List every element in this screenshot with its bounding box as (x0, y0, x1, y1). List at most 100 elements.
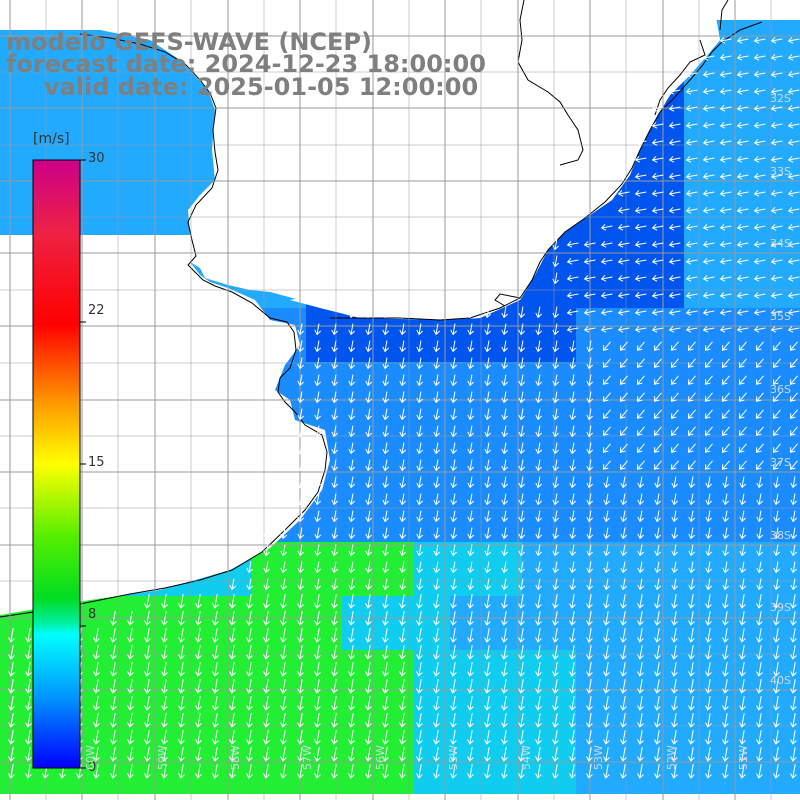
wind-speed-cell (648, 488, 666, 506)
wind-speed-cell (198, 578, 216, 596)
wind-speed-cell (306, 524, 324, 542)
wind-speed-cell (666, 596, 684, 614)
wind-speed-cell (738, 74, 756, 92)
wind-speed-cell (630, 416, 648, 434)
wind-speed-cell (666, 578, 684, 596)
wind-speed-cell (252, 776, 270, 794)
wind-speed-cell (180, 164, 198, 182)
wind-speed-cell (306, 668, 324, 686)
wind-speed-cell (108, 668, 126, 686)
wind-speed-cell (0, 128, 18, 146)
wind-speed-cell (666, 236, 684, 254)
wind-speed-cell (630, 704, 648, 722)
wind-speed-cell (90, 74, 108, 92)
wind-arrow (753, 36, 766, 44)
wind-speed-cell (738, 92, 756, 110)
wind-speed-cell (18, 38, 36, 56)
wind-speed-cell (576, 308, 594, 326)
wind-speed-cell (198, 740, 216, 758)
wind-speed-cell (756, 452, 774, 470)
wind-speed-cell (738, 632, 756, 650)
wind-speed-cell (720, 290, 738, 308)
wind-speed-cell (486, 416, 504, 434)
wind-speed-cell (792, 434, 800, 452)
wind-speed-cell (558, 668, 576, 686)
wind-speed-cell (594, 668, 612, 686)
wind-speed-cell (648, 362, 666, 380)
wind-speed-cell (288, 776, 306, 794)
wind-speed-cell (720, 542, 738, 560)
wind-speed-cell (162, 128, 180, 146)
wind-speed-cell (648, 524, 666, 542)
wind-speed-cell (774, 596, 792, 614)
wind-speed-cell (720, 470, 738, 488)
wind-speed-cell (738, 488, 756, 506)
wind-speed-cell (216, 578, 234, 596)
wind-speed-cell (90, 182, 108, 200)
wind-speed-cell (180, 740, 198, 758)
wind-speed-cell (666, 200, 684, 218)
wind-speed-cell (792, 38, 800, 56)
wind-speed-cell (126, 164, 144, 182)
wind-speed-cell (522, 686, 540, 704)
wind-speed-cell (702, 308, 720, 326)
wind-speed-cell (774, 740, 792, 758)
wind-speed-cell (576, 272, 594, 290)
wind-speed-cell (684, 704, 702, 722)
wind-speed-cell (720, 218, 738, 236)
wind-speed-cell (576, 488, 594, 506)
wind-speed-cell (18, 92, 36, 110)
wind-speed-cell (792, 632, 800, 650)
wind-speed-cell (558, 290, 576, 308)
wind-speed-cell (450, 560, 468, 578)
wind-speed-cell (90, 704, 108, 722)
wind-speed-cell (702, 290, 720, 308)
wind-speed-cell (54, 776, 72, 794)
wind-speed-cell (90, 650, 108, 668)
wind-speed-cell (504, 668, 522, 686)
wind-speed-cell (378, 560, 396, 578)
wind-speed-cell (18, 218, 36, 236)
wind-speed-cell (126, 218, 144, 236)
wind-speed-cell (702, 506, 720, 524)
wind-speed-cell (414, 740, 432, 758)
wind-speed-cell (720, 164, 738, 182)
wind-speed-cell (756, 92, 774, 110)
wind-speed-cell (648, 254, 666, 272)
wind-speed-cell (342, 488, 360, 506)
wind-speed-cell (738, 20, 756, 38)
wind-speed-cell (378, 506, 396, 524)
wind-speed-cell (702, 488, 720, 506)
wind-speed-cell (144, 74, 162, 92)
wind-arrow (770, 36, 783, 44)
wind-speed-cell (540, 776, 558, 794)
wind-speed-cell (792, 308, 800, 326)
wind-speed-cell (72, 74, 90, 92)
wind-speed-cell (684, 632, 702, 650)
wind-speed-cell (324, 542, 342, 560)
wind-speed-cell (774, 578, 792, 596)
wind-speed-cell (108, 164, 126, 182)
longitude-label: 56W (374, 745, 387, 770)
wind-speed-cell (684, 668, 702, 686)
wind-speed-cell (738, 326, 756, 344)
wind-speed-cell (432, 344, 450, 362)
wind-speed-cell (126, 74, 144, 92)
wind-speed-cell (792, 470, 800, 488)
wind-speed-cell (720, 776, 738, 794)
wind-speed-cell (432, 488, 450, 506)
wind-speed-cell (396, 326, 414, 344)
wind-speed-cell (54, 56, 72, 74)
wind-speed-cell (630, 740, 648, 758)
wind-speed-cell (720, 272, 738, 290)
wind-speed-cell (342, 686, 360, 704)
wind-speed-cell (450, 380, 468, 398)
wind-speed-cell (666, 92, 684, 110)
wind-speed-cell (486, 596, 504, 614)
wind-speed-cell (558, 740, 576, 758)
wind-speed-cell (648, 704, 666, 722)
wind-speed-cell (684, 254, 702, 272)
wind-speed-cell (126, 182, 144, 200)
wind-speed-cell (792, 704, 800, 722)
wind-speed-cell (666, 362, 684, 380)
